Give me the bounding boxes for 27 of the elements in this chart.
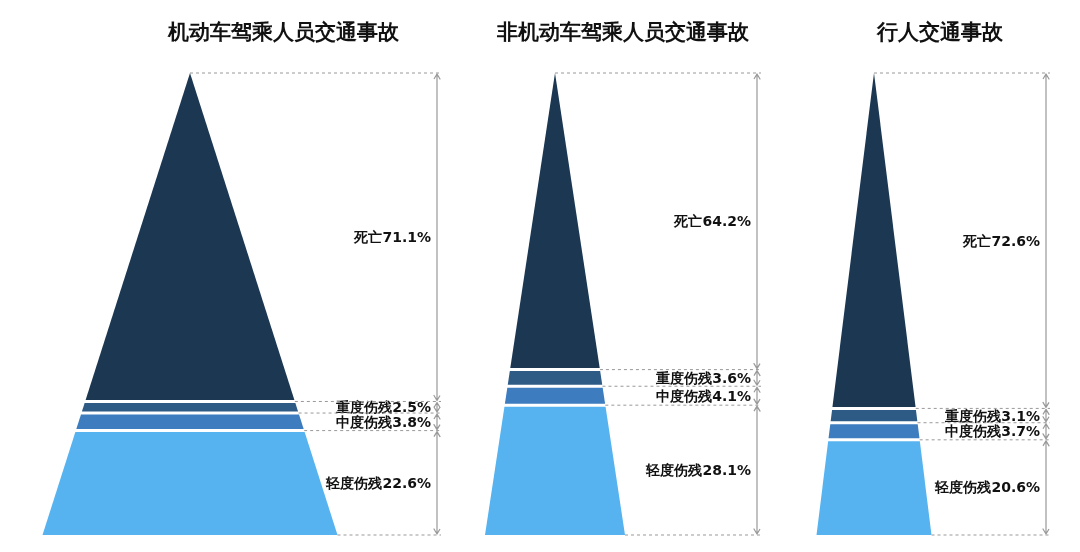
category-label: 死亡 — [353, 229, 383, 246]
data-label: 3.6% — [712, 369, 751, 386]
data-label: 3.8% — [392, 413, 431, 430]
data-label: 64.2% — [702, 213, 751, 230]
category-label: 中度伤残 — [945, 423, 1002, 440]
category-label: 死亡 — [673, 213, 703, 230]
category-label: 轻度伤残 — [645, 462, 703, 479]
text: 非机动车驾乘人员交通事故 — [496, 19, 750, 44]
data-label: 20.6% — [991, 479, 1040, 496]
text: 行人交通事故 — [876, 19, 1004, 44]
category-label: 轻度伤残 — [325, 474, 383, 491]
category-label: 中度伤残 — [336, 413, 393, 430]
text: 机动车驾乘人员交通事故 — [166, 19, 400, 44]
data-label: 3.1% — [1001, 407, 1040, 424]
category-label: 重度伤残 — [944, 407, 1002, 424]
data-label: 2.5% — [392, 399, 431, 416]
data-label: 28.1% — [702, 462, 751, 479]
data-label: 71.1% — [382, 229, 431, 246]
data-label: 72.6% — [991, 232, 1040, 249]
category-label: 重度伤残 — [335, 399, 393, 416]
data-label: 4.1% — [712, 387, 751, 404]
category-label: 轻度伤残 — [934, 479, 992, 496]
data-label: 3.7% — [1001, 423, 1040, 440]
category-label: 重度伤残 — [655, 369, 713, 386]
category-label: 中度伤残 — [656, 387, 713, 404]
category-label: 死亡 — [962, 232, 992, 249]
data-label: 22.6% — [382, 474, 431, 491]
